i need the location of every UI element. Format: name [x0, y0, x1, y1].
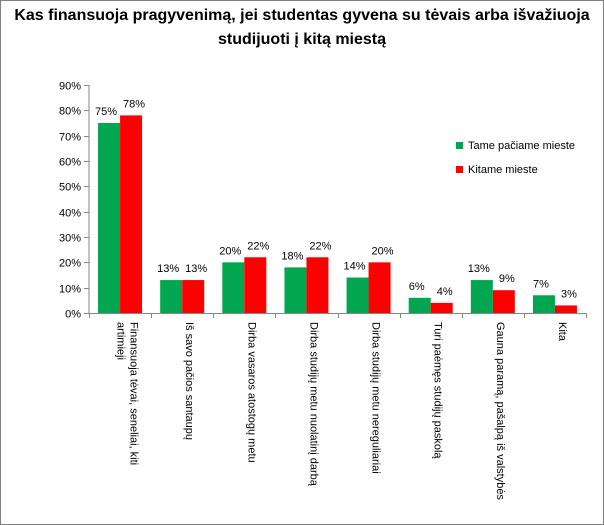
y-tick-label: 40%: [59, 208, 81, 220]
bar-other-city: [492, 290, 515, 313]
data-label: 6%: [409, 281, 425, 293]
y-tick-label: 80%: [59, 106, 81, 118]
axes: 0% 10% 20% 30% 40% 50% 60% 70% 80% 90%: [59, 81, 587, 321]
bar-other-city: [306, 257, 329, 313]
bar-other-city: [368, 262, 391, 313]
category-label-line: Kita: [556, 322, 568, 342]
bar-other-city: [244, 257, 267, 313]
bar-same-city: [532, 295, 555, 313]
bar-same-city: [98, 123, 121, 313]
bars: [98, 115, 577, 314]
category-label-line: Iš savo pačios santaupų: [183, 322, 195, 440]
data-label: 75%: [95, 106, 117, 118]
bar-same-city: [408, 297, 431, 313]
category-label-line: Turi paėmęs studijų paskolą: [432, 322, 444, 459]
bar-other-city: [430, 302, 453, 313]
bar-same-city: [222, 262, 245, 313]
legend: Tame pačiame mieste Kitame mieste: [456, 140, 575, 176]
category-label: Gauna paramą, pašalpą iš valstybės: [494, 322, 506, 500]
bar-same-city: [346, 277, 369, 313]
data-labels: 75% 13% 20% 18% 14% 6% 13% 7% 78% 13% 22% 22% 20% 4% 9…: [95, 98, 577, 300]
y-tick-label: 60%: [59, 157, 81, 169]
chart-title-line-2: studijuoti į kitą miestą: [217, 31, 387, 48]
data-label: 20%: [372, 245, 394, 257]
data-label: 18%: [281, 250, 303, 262]
category-label: Iš savo pačios santaupų: [183, 322, 195, 440]
data-label: 9%: [499, 273, 515, 285]
bar-same-city: [470, 280, 493, 313]
data-label: 78%: [123, 98, 145, 110]
bar-other-city: [182, 280, 205, 313]
bar-same-city: [284, 267, 307, 313]
y-tick-label: 20%: [59, 258, 81, 270]
bar-other-city: [554, 305, 577, 313]
y-tick-label: 0%: [65, 309, 81, 321]
chart-title: Kas finansuoja pragyvenimą, jei studenta…: [0, 4, 604, 52]
data-label: 4%: [437, 286, 453, 298]
legend-entry: Kitame mieste: [468, 164, 538, 176]
category-label-line: artimieji: [115, 322, 127, 360]
category-label-line: Finansuoja tėvai, seneliai, kiti: [128, 322, 140, 465]
category-label-line: Gauna paramą, pašalpą iš valstybės: [494, 322, 506, 500]
data-label: 7%: [533, 278, 549, 290]
data-label: 13%: [157, 263, 179, 275]
y-tick-label: 30%: [59, 233, 81, 245]
data-label: 20%: [219, 245, 241, 257]
bar-other-city: [120, 115, 143, 314]
category-label: Dirba vasaros atostogų metu: [245, 322, 257, 463]
legend-entry: Tame pačiame mieste: [468, 140, 575, 152]
data-label: 14%: [344, 261, 366, 273]
category-label: Finansuoja tėvai, seneliai, kitiartimiej…: [115, 322, 140, 465]
category-labels: Finansuoja tėvai, seneliai, kitiartimiej…: [115, 322, 568, 500]
category-label-line: Dirba vasaros atostogų metu: [245, 322, 257, 463]
y-tick-label: 70%: [59, 132, 81, 144]
category-label-line: Dirba studijų metu nereguliariai: [370, 322, 382, 474]
category-label: Turi paėmęs studijų paskolą: [432, 322, 444, 459]
data-label: 13%: [185, 263, 207, 275]
legend-swatch: [456, 142, 463, 149]
legend-swatch: [456, 166, 463, 173]
data-label: 22%: [247, 240, 269, 252]
category-label: Dirba studijų metu nuolatinį darbą: [307, 322, 319, 487]
y-tick-label: 10%: [59, 284, 81, 296]
category-label: Kita: [556, 322, 568, 342]
data-label: 13%: [468, 263, 490, 275]
data-label: 22%: [309, 240, 331, 252]
y-tick-label: 50%: [59, 182, 81, 194]
data-label: 3%: [561, 288, 577, 300]
category-label: Dirba studijų metu nereguliariai: [370, 322, 382, 474]
category-label-line: Dirba studijų metu nuolatinį darbą: [307, 322, 319, 487]
y-tick-label: 90%: [59, 81, 81, 93]
chart-title-line-1: Kas finansuoja pragyvenimą, jei studenta…: [14, 7, 590, 24]
bar-same-city: [160, 280, 183, 313]
